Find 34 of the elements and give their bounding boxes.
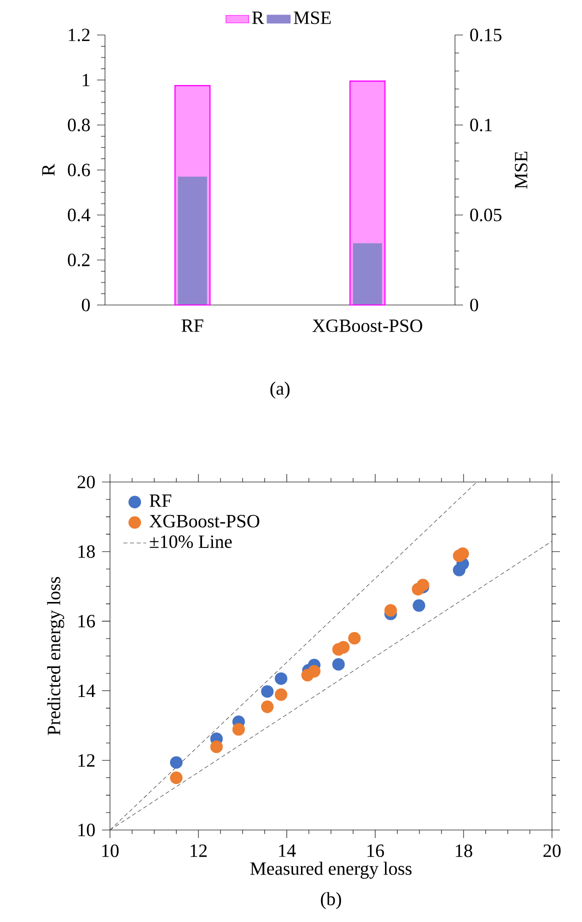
- y2-tick-label: 0.05: [470, 208, 502, 222]
- x-tick-label: 16: [367, 844, 384, 858]
- y2-axis-title: MSE: [514, 152, 528, 189]
- legend-label: XGBoost-PSO: [149, 514, 260, 528]
- text: (a): [270, 382, 290, 399]
- x-tick-label: 10: [102, 844, 119, 858]
- x-tick-label: 14: [279, 844, 296, 857]
- y-tick-label: 0: [82, 298, 90, 312]
- x-tick-label: 12: [190, 844, 207, 857]
- x-tick-label: 18: [456, 844, 472, 858]
- y-tick-label: 0.2: [68, 254, 90, 266]
- y-axis-title: R: [42, 164, 54, 176]
- y-tick-label: 0.8: [68, 118, 90, 132]
- y-tick-label: 0.4: [68, 208, 90, 222]
- legend-label: ±10% Line: [150, 535, 232, 548]
- y2-tick-label: 0.15: [470, 28, 502, 42]
- y2-tick-label: 0: [470, 298, 478, 312]
- text: (b): [320, 892, 342, 910]
- y-tick-label: 20: [78, 476, 95, 488]
- y-tick-label: 14: [78, 684, 96, 697]
- y-tick-label: 12: [78, 754, 94, 767]
- y2-tick-label: 0.1: [470, 118, 492, 132]
- y-tick-label: 1: [82, 74, 90, 86]
- y-tick-label: 16: [78, 614, 95, 628]
- y-axis-title: Predicted energy loss: [47, 577, 64, 736]
- legend-label: R: [252, 12, 264, 24]
- y-tick-label: 0.6: [68, 164, 90, 176]
- x-axis-title: Measured energy loss: [250, 862, 412, 879]
- y-tick-label: 18: [78, 545, 95, 558]
- y-tick-label: 1.2: [68, 28, 90, 42]
- x-tick-label: 20: [543, 844, 561, 858]
- y-tick-label: 10: [78, 824, 95, 836]
- legend-label: MSE: [294, 12, 331, 24]
- legend-label: RF: [150, 494, 172, 507]
